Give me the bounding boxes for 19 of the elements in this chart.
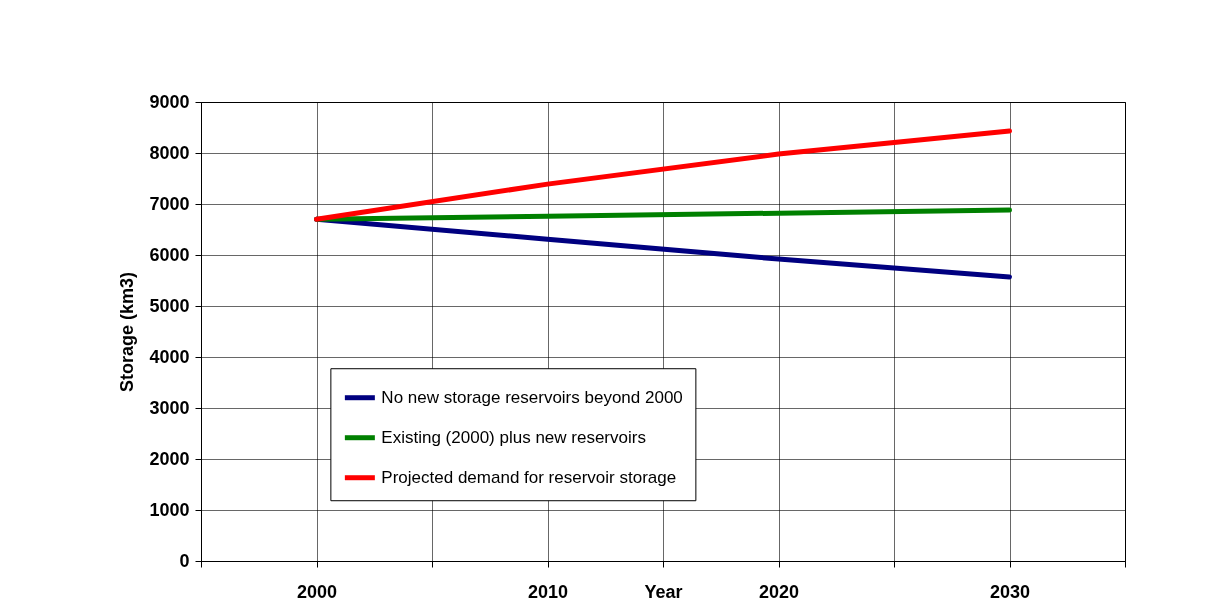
x-tick-label: 2030 xyxy=(989,581,1031,602)
y-tick-label: 6000 xyxy=(149,244,190,265)
x-axis-title: Year xyxy=(644,581,683,602)
y-axis-title: Storage (km3) xyxy=(117,271,138,393)
y-tick-label: 9000 xyxy=(149,91,190,112)
legend-label: No new storage reservoirs beyond 2000 xyxy=(381,387,683,407)
y-tick-label: 8000 xyxy=(149,142,190,163)
y-tick-label: 0 xyxy=(179,550,190,571)
y-tick-label: 5000 xyxy=(149,295,190,316)
y-tick-label: 2000 xyxy=(149,448,190,469)
legend-label: Existing (2000) plus new reservoirs xyxy=(381,427,646,447)
x-tick-label: 2000 xyxy=(296,581,338,602)
y-tick-label: 1000 xyxy=(149,499,190,520)
y-tick-label: 4000 xyxy=(149,346,190,367)
x-tick-label: 2010 xyxy=(527,581,569,602)
y-tick-label: 7000 xyxy=(149,193,190,214)
y-tick-label: 3000 xyxy=(149,397,190,418)
legend-label: Projected demand for reservoir storage xyxy=(381,467,677,487)
x-tick-label: 2020 xyxy=(758,581,800,602)
